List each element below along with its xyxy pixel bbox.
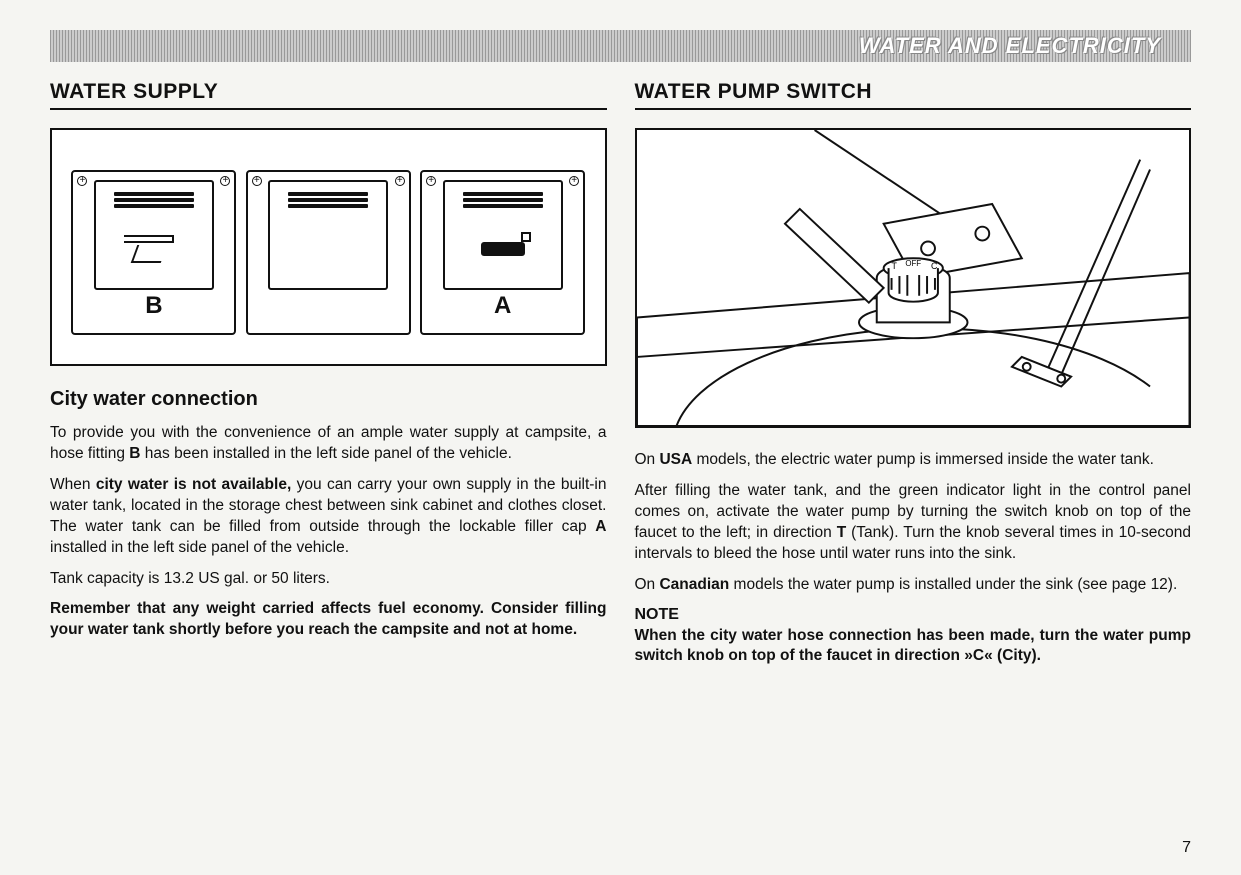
text-bold: A (595, 518, 606, 535)
vent-slots-icon (288, 190, 368, 210)
text: installed in the left side panel of the … (50, 539, 349, 556)
header-bar: WATER AND ELECTRICITY (50, 30, 1191, 62)
note-label: NOTE (635, 606, 1192, 624)
text: has been installed in the left side pane… (140, 445, 511, 462)
filler-cap-icon (473, 234, 533, 264)
screw-icon (395, 176, 405, 186)
section-title-water-pump: WATER PUMP SWITCH (635, 80, 1192, 110)
panel-label-b: B (145, 292, 162, 320)
text-bold: USA (659, 451, 692, 468)
text: When (50, 476, 96, 493)
text: On (635, 451, 660, 468)
subheading-city-water: City water connection (50, 388, 607, 411)
screw-icon (77, 176, 87, 186)
page-number: 7 (1182, 839, 1191, 857)
figure-water-supply-panels: B (50, 128, 607, 366)
paragraph-tank-capacity: Tank capacity is 13.2 US gal. or 50 lite… (50, 569, 607, 590)
panel-label-a: A (494, 292, 511, 320)
knob-label-off: OFF (905, 259, 921, 268)
vent-slots-icon (463, 190, 543, 210)
vent-slots-icon (114, 190, 194, 210)
panel-flap (94, 180, 214, 290)
screw-icon (426, 176, 436, 186)
text: models, the electric water pump is immer… (692, 451, 1154, 468)
text-bold: city water is not available, (96, 476, 291, 493)
text-bold: T (837, 524, 846, 541)
panel-flap (443, 180, 563, 290)
hose-fitting-icon (124, 231, 184, 266)
panel-b: B (71, 170, 236, 335)
section-title-water-supply: WATER SUPPLY (50, 80, 607, 110)
paragraph: When city water is not available, you ca… (50, 475, 607, 559)
screw-icon (252, 176, 262, 186)
pump-switch-diagram: T OFF C (637, 130, 1190, 426)
paragraph: On Canadian models the water pump is ins… (635, 575, 1192, 596)
header-title: WATER AND ELECTRICITY (859, 33, 1161, 59)
screw-icon (220, 176, 230, 186)
paragraph: After filling the water tank, and the gr… (635, 481, 1192, 565)
panel-a: A (420, 170, 585, 335)
panel-middle (246, 170, 411, 335)
figure-water-pump-switch: T OFF C (635, 128, 1192, 428)
panel-label-empty (325, 292, 332, 320)
text: models the water pump is installed under… (729, 576, 1177, 593)
text: On (635, 576, 660, 593)
left-column: WATER SUPPLY B (50, 80, 607, 677)
paragraph: On USA models, the electric water pump i… (635, 450, 1192, 471)
knob-label-t: T (891, 261, 897, 271)
two-column-layout: WATER SUPPLY B (50, 80, 1191, 677)
screw-icon (569, 176, 579, 186)
note-text-bold: When the city water hose connection has … (635, 626, 1192, 668)
text-bold: B (129, 445, 140, 462)
paragraph: To provide you with the convenience of a… (50, 423, 607, 465)
panel-flap (268, 180, 388, 290)
knob-label-c: C (931, 261, 938, 271)
paragraph-reminder-bold: Remember that any weight carried affects… (50, 599, 607, 641)
right-column: WATER PUMP SWITCH (635, 80, 1192, 677)
text-bold: Canadian (659, 576, 729, 593)
